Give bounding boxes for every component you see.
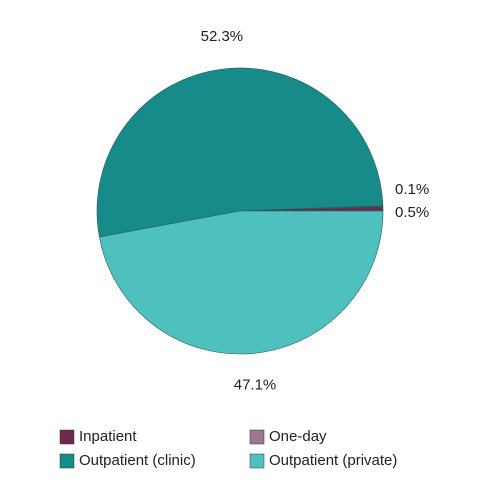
pie-slice [99, 210, 384, 355]
legend-swatch [249, 429, 265, 445]
legend-swatch [59, 453, 75, 469]
legend-swatch [249, 453, 265, 469]
data-label: 52.3% [201, 28, 244, 45]
data-label: 0.1% [395, 181, 429, 198]
data-label: 0.5% [395, 204, 429, 221]
legend-label: Outpatient (clinic) [79, 452, 196, 469]
legend-swatch [59, 429, 75, 445]
data-label: 47.1% [234, 376, 277, 393]
pie-slice [96, 67, 384, 238]
legend-label: Outpatient (private) [269, 452, 397, 469]
legend-label: One-day [269, 428, 327, 445]
legend-label: Inpatient [79, 428, 137, 445]
